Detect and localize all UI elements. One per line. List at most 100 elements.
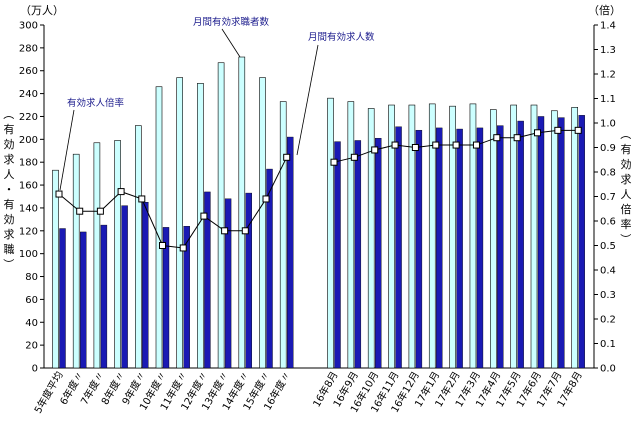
job-offers-bar — [354, 140, 362, 369]
job-offers-bar — [266, 168, 273, 369]
left-axis-label-glyph: 求 — [4, 228, 15, 241]
job-offers-bar — [162, 227, 170, 369]
ratio-line — [55, 126, 582, 252]
right-tick-label: 0.2 — [600, 315, 616, 326]
axes: 0 20 40 60 80 100 120 140 160 180 200 220 240 260 280 3… — [19, 21, 616, 375]
right-axis-label-glyph: 倍 — [621, 202, 632, 216]
annotation-ratio: 有効求人倍率 — [67, 97, 125, 109]
left-tick-label: 160 — [19, 181, 38, 192]
left-axis-label-glyph: ・ — [4, 183, 15, 196]
ratio-point — [371, 146, 379, 154]
job-seekers-bar — [449, 105, 456, 369]
annotation-job-seekers-leader — [221, 28, 241, 58]
right-tick-label: 0.9 — [600, 143, 616, 154]
left-axis-label-glyph: （ — [2, 109, 15, 120]
left-tick-label: 120 — [19, 226, 38, 237]
right-axis-label: （ 有効求人倍率 ） — [619, 129, 632, 245]
job-offers-bar — [436, 127, 443, 369]
left-tick-label: 200 — [19, 135, 38, 146]
annotation-ratio-leader — [59, 109, 75, 191]
right-axis-label-glyph: ） — [619, 234, 632, 245]
left-axis-label-glyph: 有 — [4, 122, 15, 136]
left-axis-label-glyph: 効 — [4, 137, 15, 151]
job-seekers-bar — [238, 56, 246, 369]
job-seekers-bar — [388, 104, 395, 369]
ratio-point — [493, 134, 501, 142]
ratio-point — [179, 244, 187, 252]
job-offers-bar — [334, 141, 341, 369]
right-axis-label-glyph: 率 — [621, 217, 632, 231]
job-seekers-bar — [510, 104, 517, 369]
ratio-point — [262, 195, 270, 203]
job-seekers-bar — [155, 86, 163, 369]
left-tick-label: 180 — [19, 158, 38, 169]
job-offers-bar — [497, 125, 504, 369]
ratio-point — [138, 195, 146, 203]
job-seekers-bar — [530, 104, 538, 369]
ratio-point — [76, 207, 84, 215]
left-tick-label: 280 — [19, 43, 38, 54]
right-tick-label: 0.4 — [600, 266, 616, 277]
annotation-job-seekers: 月間有効求職者数 — [193, 16, 270, 28]
left-tick-label: 40 — [25, 318, 38, 329]
right-tick-label: 0.0 — [600, 364, 616, 375]
ratio-point — [159, 242, 166, 249]
job-seekers-bar — [551, 110, 558, 369]
job-offers-bar — [375, 137, 382, 369]
ratio-point — [432, 141, 440, 149]
job-offers-bar — [245, 192, 253, 369]
right-axis-unit: （倍） — [588, 3, 621, 17]
left-tick-label: 240 — [19, 89, 38, 100]
job-offers-bar — [395, 126, 402, 369]
bars — [52, 56, 585, 369]
job-seekers-bar — [489, 109, 497, 369]
right-tick-label: 1.0 — [600, 119, 616, 130]
left-axis-unit: （万人） — [20, 4, 64, 17]
job-seekers-bar — [279, 101, 287, 369]
job-seekers-bar — [176, 77, 183, 369]
left-tick-label: 140 — [19, 203, 38, 214]
left-tick-label: 60 — [25, 295, 38, 306]
ratio-point — [391, 141, 399, 149]
job-offers-bar — [204, 191, 211, 369]
job-seekers-bar — [135, 125, 142, 369]
left-tick-label: 260 — [19, 66, 38, 77]
job-offers-bar — [121, 205, 128, 369]
left-axis-label: （有効求人・有効求職） — [2, 109, 15, 270]
job-seekers-bar — [259, 77, 266, 369]
ratio-point — [554, 126, 562, 134]
right-axis-label-glyph: 有 — [621, 142, 632, 156]
ratio-point — [55, 190, 63, 198]
right-axis-label-glyph: 人 — [621, 188, 632, 201]
right-tick-label: 0.3 — [600, 290, 616, 301]
job-seekers-bar — [72, 153, 80, 369]
job-offers-bar — [415, 129, 423, 369]
job-seekers-bar — [347, 101, 355, 369]
ratio-point — [350, 153, 358, 161]
right-axis-label-glyph: （ — [619, 129, 632, 140]
job-seekers-bar — [428, 103, 436, 369]
ratio-point — [200, 212, 208, 220]
job-seekers-bar — [52, 169, 59, 369]
ratio-point — [452, 141, 460, 149]
job-offers-bar — [79, 231, 87, 369]
job-offers-bar — [183, 226, 190, 369]
ratio-point — [283, 153, 291, 161]
right-tick-label: 1.1 — [600, 94, 616, 105]
left-axis-label-glyph: 効 — [4, 212, 15, 226]
ratio-point — [513, 134, 521, 142]
ratio-line-annual — [58, 157, 288, 249]
job-seekers-bar — [93, 142, 101, 369]
right-axis-label-glyph: 求 — [621, 173, 632, 186]
job-seekers-bar — [197, 83, 204, 369]
ratio-point — [117, 188, 125, 196]
left-axis-label-glyph: 職 — [4, 243, 15, 256]
job-offers-bar — [224, 198, 232, 369]
right-axis-label-glyph: 効 — [621, 157, 632, 171]
right-tick-label: 1.3 — [600, 45, 616, 56]
ratio-point — [534, 129, 541, 137]
x-tick-label: 5年度平均 — [31, 369, 65, 416]
ratio-point — [241, 227, 249, 235]
annotation-job-offers: 月間有効求人数 — [308, 31, 375, 43]
ratio-point — [96, 207, 104, 215]
